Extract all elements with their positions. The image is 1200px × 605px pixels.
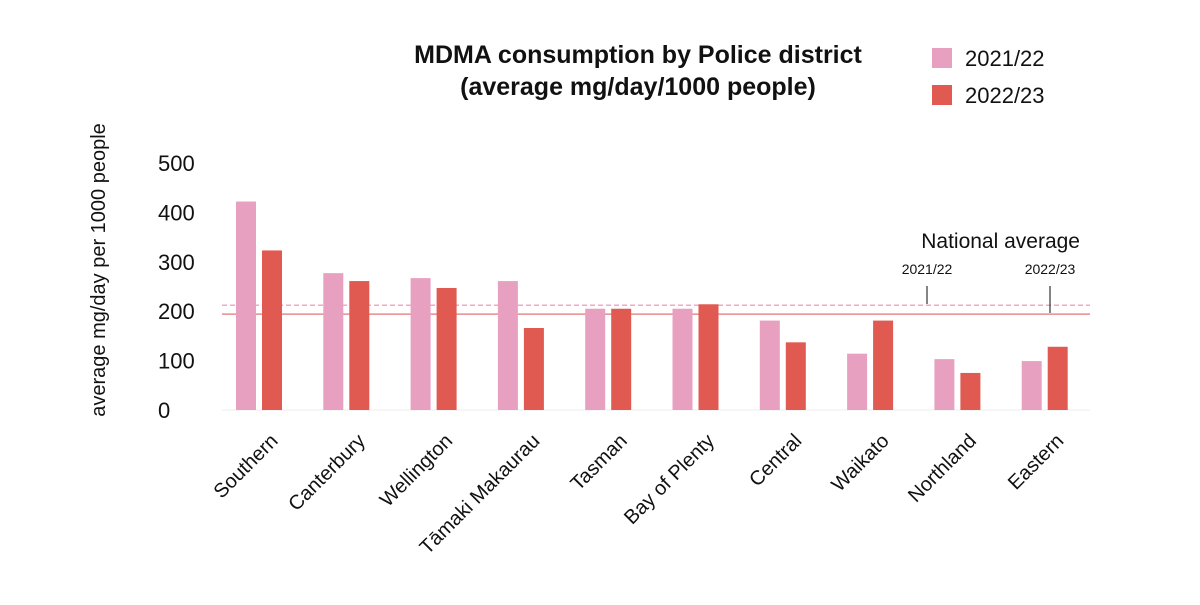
- bar-central-2022-23: [785, 342, 806, 410]
- bar-central-2021-22: [759, 320, 780, 410]
- bar-southern-2022-23: [262, 250, 282, 410]
- y-axis-ticks: 0 100 200 300 400 500: [158, 151, 195, 423]
- bar-wellington-2022-23: [436, 287, 457, 410]
- national-average-2021-22-label: 2021/22: [902, 261, 953, 277]
- category-label-wellington: Wellington: [376, 430, 457, 511]
- bar-tamaki-makaurau-2022-23: [523, 327, 544, 410]
- category-label-canterbury: Canterbury: [284, 430, 370, 516]
- y-tick-label-100: 100: [158, 349, 195, 374]
- bar-northland-2022-23: [960, 372, 981, 410]
- bar-southern-2021-22: [236, 201, 256, 410]
- bar-eastern-2022-23: [1047, 346, 1068, 410]
- legend-label-2021-22: 2021/22: [965, 46, 1045, 71]
- y-axis-label: average mg/day per 1000 people: [88, 123, 110, 417]
- bar-tasman-2022-23: [611, 308, 632, 410]
- bar-bay-of-plenty-2021-22: [672, 308, 693, 410]
- bar-canterbury-2021-22: [323, 273, 344, 410]
- bar-canterbury-2022-23: [349, 281, 370, 410]
- chart-title-line2: (average mg/day/1000 people): [460, 73, 816, 101]
- bar-bay-of-plenty-2022-23: [698, 304, 719, 410]
- y-tick-label-500: 500: [158, 151, 195, 176]
- legend-label-2022-23: 2022/23: [965, 83, 1045, 108]
- category-label-southern: Southern: [210, 430, 283, 503]
- category-label-central: Central: [745, 430, 806, 491]
- national-average-2022-23-label: 2022/23: [1025, 261, 1076, 277]
- bar-northland-2021-22: [934, 359, 955, 410]
- y-tick-label-200: 200: [158, 299, 195, 324]
- category-label-bay-of-plenty: Bay of Plenty: [620, 430, 719, 529]
- bar-eastern-2021-22: [1021, 361, 1042, 410]
- bar-tasman-2021-22: [585, 308, 606, 410]
- bar-waikato-2022-23: [873, 320, 894, 410]
- national-average-label: National average: [921, 230, 1080, 253]
- y-tick-label-400: 400: [158, 200, 195, 225]
- bar-waikato-2021-22: [847, 353, 868, 410]
- category-label-waikato: Waikato: [828, 430, 894, 496]
- category-label-tasman: Tasman: [567, 430, 632, 495]
- bar-wellington-2021-22: [410, 278, 431, 410]
- y-tick-label-0: 0: [158, 398, 170, 423]
- category-label-eastern: Eastern: [1004, 430, 1068, 494]
- chart-title-line1: MDMA consumption by Police district: [414, 41, 862, 69]
- y-tick-label-300: 300: [158, 250, 195, 275]
- bars: [236, 201, 1068, 410]
- category-label-northland: Northland: [904, 430, 981, 507]
- bar-tamaki-makaurau-2021-22: [497, 281, 518, 410]
- legend-swatch-2022-23: [932, 85, 952, 105]
- legend-swatch-2021-22: [932, 48, 952, 68]
